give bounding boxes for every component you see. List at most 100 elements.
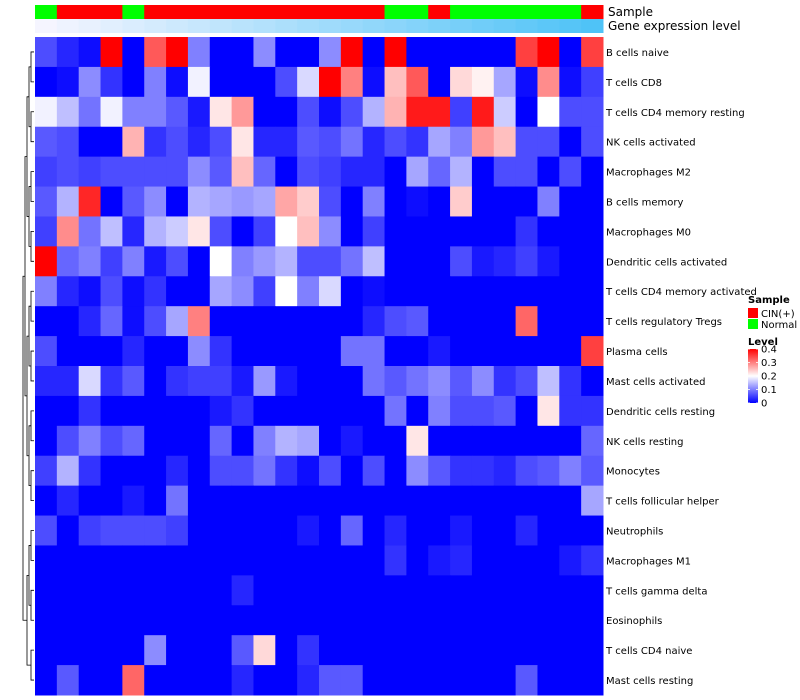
- heatmap-cell: [428, 635, 451, 666]
- heatmap-cell: [275, 246, 298, 277]
- heatmap-cell: [122, 665, 145, 696]
- heatmap-cell: [122, 455, 145, 487]
- heatmap-cell: [406, 575, 429, 606]
- heatmap-cell: [144, 336, 167, 367]
- heatmap-cell: [559, 545, 582, 576]
- dendrogram-branch: [30, 350, 34, 382]
- heatmap-cell: [406, 395, 429, 427]
- heatmap-cell: [297, 276, 320, 307]
- heatmap-cell: [537, 96, 560, 128]
- sample-anno-cell: [537, 5, 560, 19]
- heatmap-cell: [384, 96, 407, 128]
- heatmap-cell: [319, 515, 342, 546]
- heatmap-cell: [231, 246, 254, 277]
- heatmap-cell: [297, 425, 320, 457]
- heatmap-cell: [166, 455, 189, 487]
- heatmap-cell: [100, 126, 123, 158]
- heatmap-cell: [35, 336, 58, 367]
- sample-anno-cell: [187, 5, 211, 19]
- heatmap-cell: [406, 515, 429, 546]
- heatmap-cell: [144, 186, 167, 217]
- heatmap-cell: [362, 126, 386, 158]
- heatmap-cell: [122, 306, 145, 337]
- heatmap-cell: [166, 126, 189, 158]
- heatmap-cell: [428, 37, 451, 68]
- heatmap-cell: [450, 96, 473, 128]
- row-label: Eosinophils: [606, 616, 662, 627]
- heatmap-cell: [471, 665, 495, 696]
- heatmap-cell: [515, 605, 538, 636]
- heatmap-cell: [35, 66, 58, 98]
- heatmap-cell: [537, 635, 560, 666]
- heatmap-cell: [406, 66, 429, 98]
- heatmap-cell: [362, 395, 386, 427]
- heatmap-cell: [275, 216, 298, 247]
- heatmap-cell: [384, 216, 407, 247]
- sample-anno-cell: [362, 5, 386, 19]
- heatmap-cell: [297, 575, 320, 606]
- sample-anno-cell: [319, 5, 342, 19]
- heatmap-cell: [231, 366, 254, 397]
- heatmap-cell: [187, 545, 211, 576]
- heatmap-cell: [78, 366, 102, 397]
- heatmap-cell: [581, 605, 604, 636]
- heatmap-cell: [537, 366, 560, 397]
- heatmap-cell: [515, 665, 538, 696]
- heatmap-cell: [166, 216, 189, 247]
- heatmap-cells: [35, 37, 604, 696]
- heatmap-cell: [319, 276, 342, 307]
- level-color-bar: [748, 349, 758, 403]
- heatmap-cell: [297, 96, 320, 128]
- expr-anno-cell: [493, 19, 517, 33]
- expr-anno-cell: [559, 19, 582, 33]
- heatmap-cell: [581, 216, 604, 247]
- heatmap-cell: [297, 455, 320, 487]
- heatmap-cell: [253, 186, 276, 217]
- heatmap-cell: [187, 605, 211, 636]
- heatmap-cell: [144, 395, 167, 427]
- row-label: B cells naive: [606, 48, 669, 59]
- sample-anno-cell: [209, 5, 233, 19]
- heatmap-cell: [362, 336, 386, 367]
- heatmap-cell: [493, 635, 517, 666]
- heatmap-cell: [78, 635, 102, 666]
- heatmap-cell: [340, 336, 364, 367]
- heatmap-cell: [209, 37, 233, 68]
- heatmap-cell: [275, 485, 298, 517]
- heatmap-cell: [450, 545, 473, 576]
- heatmap-cell: [406, 186, 429, 217]
- heatmap-cell: [209, 246, 233, 277]
- heatmap-cell: [231, 126, 254, 158]
- heatmap-cell: [100, 186, 123, 217]
- heatmap-cell: [581, 455, 604, 487]
- heatmap-cell: [428, 96, 451, 128]
- level-tick-label: 0.1: [761, 385, 777, 396]
- heatmap-cell: [166, 306, 189, 337]
- heatmap-cell: [428, 66, 451, 98]
- heatmap-cell: [559, 635, 582, 666]
- heatmap-cell: [450, 425, 473, 457]
- sample-anno-cell: [144, 5, 167, 19]
- heatmap-cell: [384, 66, 407, 98]
- heatmap-cell: [319, 545, 342, 576]
- heatmap-cell: [559, 425, 582, 457]
- heatmap-cell: [187, 665, 211, 696]
- heatmap-cell: [56, 216, 80, 247]
- heatmap-cell: [428, 336, 451, 367]
- row-label: Macrophages M1: [606, 556, 691, 567]
- heatmap-cell: [581, 37, 604, 68]
- heatmap-cell: [471, 575, 495, 606]
- heatmap-cell: [209, 216, 233, 247]
- heatmap-cell: [428, 156, 451, 188]
- heatmap-cell: [515, 186, 538, 217]
- expr-anno-cell: [166, 19, 189, 33]
- sample-anno-cell: [253, 5, 276, 19]
- heatmap-cell: [493, 515, 517, 546]
- heatmap-cell: [581, 395, 604, 427]
- heatmap-cell: [144, 485, 167, 517]
- heatmap-cell: [384, 635, 407, 666]
- heatmap-cell: [559, 605, 582, 636]
- heatmap-cell: [450, 455, 473, 487]
- heatmap-cell: [78, 276, 102, 307]
- heatmap-cell: [253, 605, 276, 636]
